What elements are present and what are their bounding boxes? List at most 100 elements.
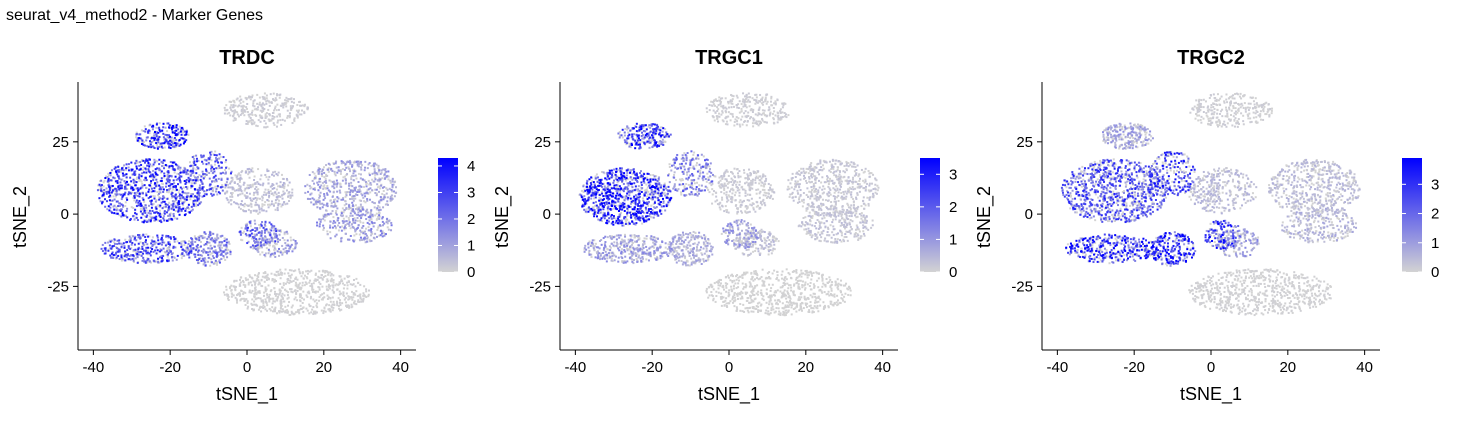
point — [240, 226, 243, 229]
point — [257, 204, 260, 207]
point — [198, 236, 201, 239]
point — [324, 269, 327, 272]
point — [339, 191, 342, 194]
point — [373, 180, 376, 183]
point — [130, 180, 133, 183]
point — [178, 194, 181, 197]
point — [277, 113, 280, 116]
point — [132, 188, 135, 191]
point — [319, 191, 322, 194]
point — [272, 98, 275, 101]
point — [359, 205, 362, 208]
point — [268, 192, 271, 195]
point — [330, 306, 333, 309]
point — [220, 253, 223, 256]
point — [111, 245, 114, 248]
point — [333, 199, 336, 202]
point — [318, 201, 321, 204]
point — [229, 250, 232, 253]
point — [340, 308, 343, 311]
point — [220, 258, 223, 261]
point — [141, 158, 144, 161]
point — [348, 182, 351, 185]
point — [284, 203, 287, 206]
point — [813, 168, 816, 171]
point — [110, 186, 113, 189]
point — [293, 120, 296, 123]
point — [303, 284, 306, 287]
point — [252, 170, 255, 173]
point — [395, 191, 398, 194]
point — [354, 230, 357, 233]
point — [266, 304, 269, 307]
point — [108, 199, 111, 202]
point — [104, 198, 107, 201]
point — [262, 182, 265, 185]
point — [364, 195, 367, 198]
point — [237, 189, 240, 192]
point — [862, 179, 865, 182]
point — [606, 208, 609, 211]
point — [265, 97, 268, 100]
point — [240, 238, 243, 241]
point — [271, 183, 274, 186]
point — [136, 219, 139, 222]
point — [309, 284, 312, 287]
point — [236, 294, 239, 297]
point — [169, 212, 172, 215]
point — [240, 177, 243, 180]
point — [257, 212, 260, 215]
point — [592, 245, 595, 248]
point — [358, 199, 361, 202]
point — [163, 174, 166, 177]
point — [192, 167, 195, 170]
point — [309, 187, 312, 190]
point — [312, 298, 315, 301]
point — [262, 307, 265, 310]
point — [187, 253, 190, 256]
point — [692, 153, 695, 156]
point — [208, 184, 211, 187]
point — [322, 166, 325, 169]
point — [381, 186, 384, 189]
point — [279, 115, 282, 118]
point — [381, 220, 384, 223]
point — [154, 171, 157, 174]
point — [350, 303, 353, 306]
point — [172, 186, 175, 189]
point — [280, 304, 283, 307]
point — [374, 178, 377, 181]
point — [229, 249, 232, 252]
point — [626, 214, 629, 217]
point — [175, 206, 178, 209]
point — [132, 254, 135, 257]
point — [270, 289, 273, 292]
point — [265, 102, 268, 105]
point — [275, 234, 278, 237]
point — [163, 138, 166, 141]
point — [203, 158, 206, 161]
point — [349, 170, 352, 173]
point — [698, 235, 701, 238]
point — [253, 295, 256, 298]
point — [667, 203, 670, 206]
point — [315, 304, 318, 307]
point — [121, 211, 124, 214]
point — [348, 275, 351, 278]
point — [387, 178, 390, 181]
point — [211, 166, 214, 169]
point — [180, 245, 183, 248]
point — [270, 119, 273, 122]
point — [254, 241, 257, 244]
point — [355, 213, 358, 216]
point — [855, 180, 858, 183]
point — [253, 183, 256, 186]
point — [278, 94, 281, 97]
point — [170, 193, 173, 196]
point — [352, 292, 355, 295]
point — [200, 180, 203, 183]
point — [135, 205, 138, 208]
point — [109, 194, 112, 197]
point — [257, 308, 260, 311]
point — [227, 201, 230, 204]
